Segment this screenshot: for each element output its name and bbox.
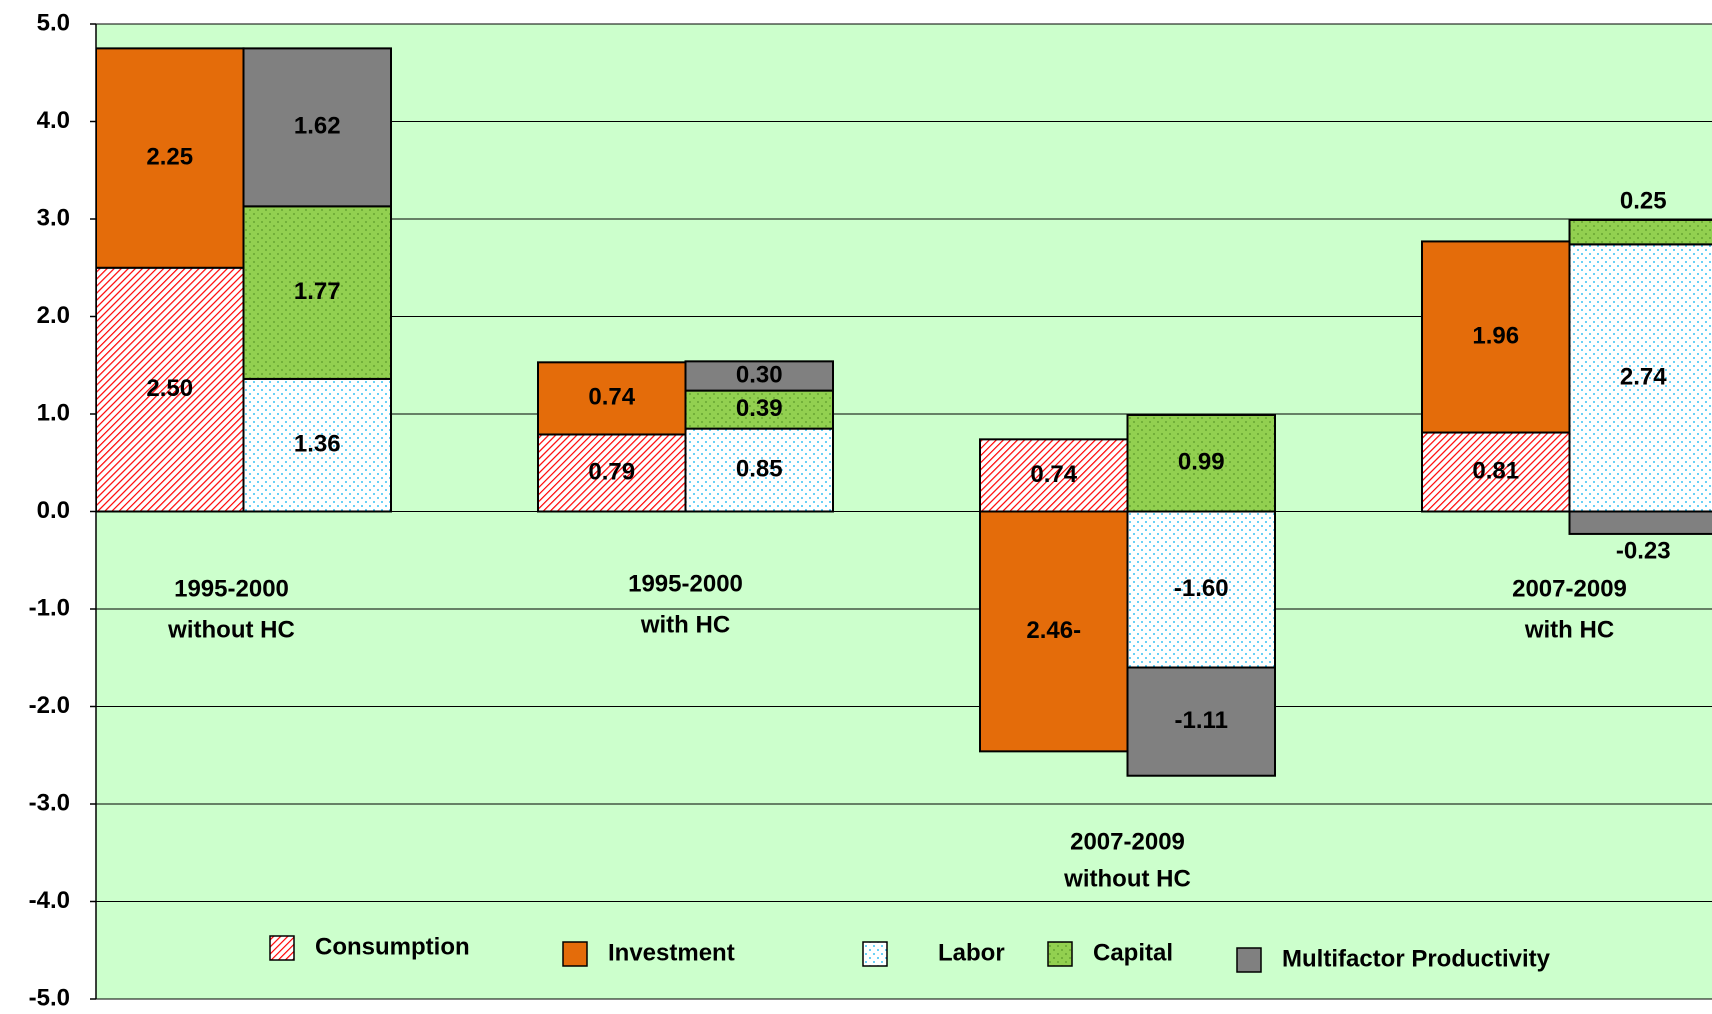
legend-swatch [562,941,588,967]
legend-label: Investment [608,939,735,966]
data-label: 0.99 [1178,449,1225,476]
y-tick-label: -5.0 [29,984,70,1011]
data-label: 0.25 [1620,187,1667,214]
y-tick-label: -1.0 [29,594,70,621]
y-tick-label: 2.0 [37,302,70,329]
bar-segment [96,266,245,513]
data-label: 1.36 [294,431,341,458]
legend-label: Capital [1093,939,1173,966]
bar-segment [1126,413,1276,513]
y-tick-label: 4.0 [37,107,70,134]
data-label: 2.50 [146,375,193,402]
data-label: 2.74 [1620,363,1667,390]
bar-segment [1126,510,1276,669]
legend-swatch [1236,947,1262,973]
y-tick-label: 1.0 [37,399,70,426]
category-label: without HC [1063,865,1191,892]
bar-segment [537,361,687,436]
bar-segment [242,47,392,208]
bar-segment [979,510,1129,753]
category-label: with HC [640,611,730,638]
data-label: -1.60 [1174,575,1229,602]
legend-swatch [269,935,295,961]
bar-segment [1568,510,1712,535]
data-label: 0.74 [1030,461,1077,488]
y-tick-label: -2.0 [29,692,70,719]
bar-segment [684,389,834,430]
data-label: 2.46- [1026,617,1081,644]
y-tick-label: -3.0 [29,789,70,816]
data-label: 0.30 [736,361,783,388]
bar-segment [1421,431,1571,513]
legend-label: Labor [938,939,1005,966]
y-tick-label: 5.0 [37,9,70,36]
data-label: 0.85 [736,455,783,482]
bar-segment [684,427,834,513]
category-label: 2007-2009 [1512,575,1627,602]
y-tick-label: 3.0 [37,204,70,231]
legend-label: Multifactor Productivity [1282,945,1551,972]
data-label: 2.25 [146,143,193,170]
data-label: 1.62 [294,113,341,140]
bar-segment [979,438,1129,513]
legend-swatch [1047,941,1073,967]
bar-segment [242,205,392,380]
bar-segment [684,360,834,392]
data-label: 0.74 [588,384,635,411]
legend-swatch [862,941,888,967]
category-label: with HC [1524,616,1614,643]
bar-segment [96,47,245,269]
bars [96,47,1712,777]
category-label: 1995-2000 [174,575,289,602]
data-label: 0.39 [736,395,783,422]
data-label: 1.77 [294,278,341,305]
bar-segment [1421,240,1571,434]
y-tick-label: 0.0 [37,497,70,524]
data-label: -1.11 [1175,707,1228,734]
category-label: 2007-2009 [1070,828,1185,855]
data-label: 1.96 [1472,322,1519,349]
bar-segment [1126,666,1276,777]
data-label: -0.23 [1616,537,1671,564]
category-label: 1995-2000 [628,570,743,597]
data-label: 0.81 [1472,457,1519,484]
y-tick-label: -4.0 [29,887,70,914]
data-label: 0.79 [588,458,635,485]
legend-label: Consumption [315,933,470,960]
category-label: without HC [167,616,295,643]
bar-segment [1568,218,1712,246]
